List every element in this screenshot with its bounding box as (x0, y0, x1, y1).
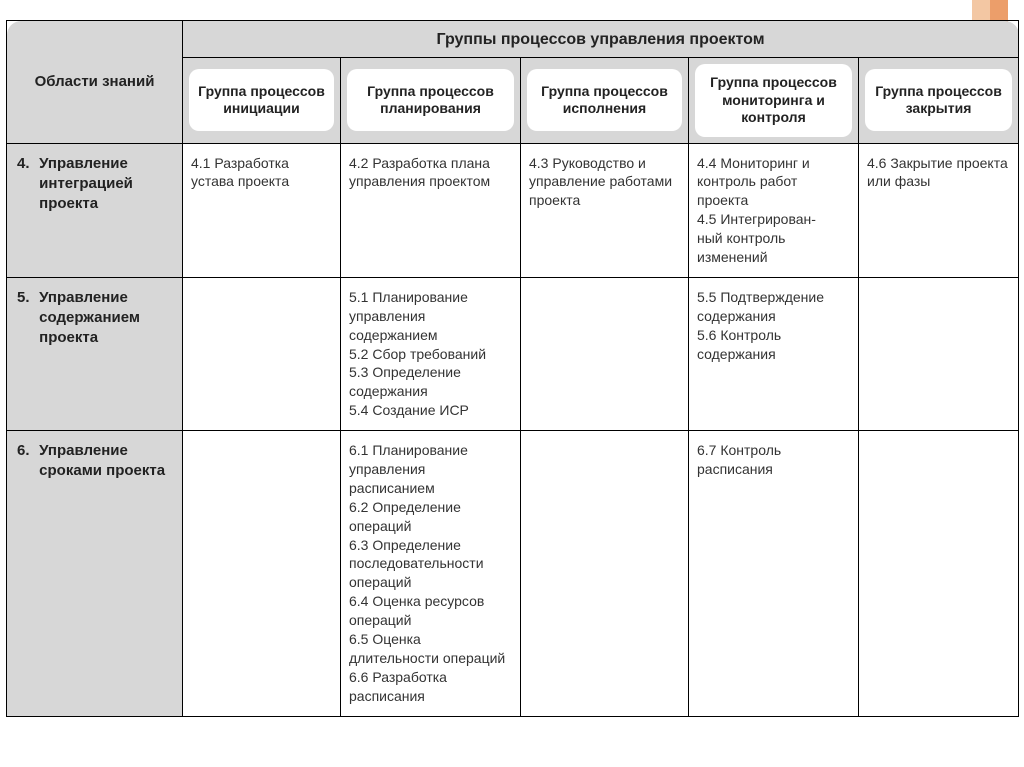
cell: 4.2 Разработка плана управления проектом (341, 143, 521, 277)
cell: 4.6 Закрытие проекта или фазы (859, 143, 1019, 277)
header-row-1: Области знаний Группы процессов управлен… (7, 21, 1019, 58)
col-header-initiation: Группа процессов инициации (183, 58, 341, 144)
cell: 4.3 Руководство и управление работами пр… (521, 143, 689, 277)
cell: 5.1 Планирование управления содержанием … (341, 277, 521, 430)
col-header-execution: Группа процессов исполнения (521, 58, 689, 144)
col-header-pill: Группа процессов исполнения (527, 69, 682, 131)
cell (521, 431, 689, 716)
table-container: Области знаний Группы процессов управлен… (6, 20, 1018, 717)
cell: 5.5 Подтверждение содержания 5.6 Контрол… (689, 277, 859, 430)
row-header-scope: 5. Управление содержанием проекта (7, 277, 183, 430)
cell (183, 431, 341, 716)
row-label: Управление содержанием проекта (39, 288, 172, 349)
cell (859, 277, 1019, 430)
row-header-schedule: 6. Управление сроками проекта (7, 431, 183, 716)
col-header-monitoring: Группа процессов мониторинга и контроля (689, 58, 859, 144)
col-header-closing: Группа процессов закрытия (859, 58, 1019, 144)
table-row: 6. Управление сроками проекта 6.1 Планир… (7, 431, 1019, 716)
corner-header: Области знаний (7, 21, 183, 144)
process-groups-table: Области знаний Группы процессов управлен… (6, 20, 1019, 717)
row-label: Управление интеграцией проекта (39, 154, 172, 215)
cell: 6.7 Контроль расписания (689, 431, 859, 716)
row-number: 5. (17, 288, 35, 308)
col-header-pill: Группа процессов планирования (347, 69, 514, 131)
row-label: Управление сроками проекта (39, 441, 172, 482)
cell: 4.1 Разработка устава проекта (183, 143, 341, 277)
col-header-pill: Группа процессов инициации (189, 69, 334, 131)
cell: 4.4 Мониторинг и контроль работ проекта … (689, 143, 859, 277)
col-header-planning: Группа процессов планирования (341, 58, 521, 144)
cell (183, 277, 341, 430)
cell (521, 277, 689, 430)
cell (859, 431, 1019, 716)
row-number: 6. (17, 441, 35, 461)
table-row: 4. Управление интеграцией проекта 4.1 Ра… (7, 143, 1019, 277)
col-header-pill: Группа процессов закрытия (865, 69, 1012, 131)
table-row: 5. Управление содержанием проекта 5.1 Пл… (7, 277, 1019, 430)
span-header: Группы процессов управления проектом (183, 21, 1019, 58)
row-header-integration: 4. Управление интеграцией проекта (7, 143, 183, 277)
col-header-pill: Группа процессов мониторинга и контроля (695, 64, 852, 137)
page: Области знаний Группы процессов управлен… (0, 0, 1024, 767)
row-number: 4. (17, 154, 35, 174)
cell: 6.1 Планирование управления расписанием … (341, 431, 521, 716)
